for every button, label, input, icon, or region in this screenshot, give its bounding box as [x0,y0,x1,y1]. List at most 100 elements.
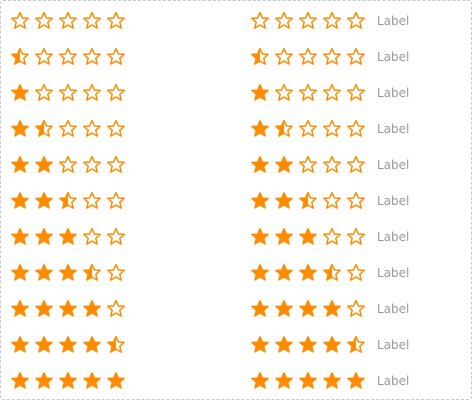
star-rating-row[interactable]: Label [250,47,409,67]
star-rating[interactable] [10,119,126,139]
star-empty-icon [322,83,342,101]
star-rating-row[interactable]: Label [250,191,409,211]
star-rating[interactable] [10,263,126,283]
star-rating[interactable] [250,155,366,175]
star-full-icon [251,371,269,389]
star-rating-row[interactable] [10,11,126,31]
star-empty-icon [82,155,102,173]
star-full-icon [35,227,53,245]
star-empty-icon [322,155,342,173]
star-full-icon [83,299,101,317]
star-rating[interactable] [250,83,366,103]
star-full-icon [299,227,317,245]
star-empty-icon [58,155,78,173]
star-full-icon [323,371,341,389]
star-rating[interactable] [250,11,366,31]
star-rating[interactable] [10,11,126,31]
star-rating-row[interactable]: Label [250,371,409,391]
star-empty-icon [274,83,294,101]
star-rating-row[interactable]: Label [250,227,409,247]
star-rating[interactable] [250,119,366,139]
star-rating-row[interactable] [10,263,126,283]
star-full-icon [251,299,269,317]
star-rating[interactable] [250,47,366,67]
rating-label: Label [377,14,410,28]
star-empty-icon [322,11,342,29]
rating-label: Label [377,50,410,64]
star-empty-icon [298,11,318,29]
star-full-icon [251,119,269,137]
star-empty-icon [58,119,78,137]
star-empty-icon [106,263,126,281]
star-rating[interactable] [250,227,366,247]
star-empty-icon [322,191,342,209]
star-rating[interactable] [10,47,126,67]
star-rating[interactable] [250,299,366,319]
star-full-icon [251,335,269,353]
star-full-icon [35,371,53,389]
star-empty-icon [82,227,102,245]
star-rating[interactable] [250,371,366,391]
star-half-icon [82,263,102,281]
star-full-icon [251,227,269,245]
star-rating-row[interactable] [10,227,126,247]
star-half-icon [34,119,54,137]
star-rating[interactable] [10,299,126,319]
star-rating-row[interactable]: Label [250,11,409,31]
star-empty-icon [298,47,318,65]
star-full-icon [323,335,341,353]
star-rating-row[interactable] [10,155,126,175]
star-full-icon [275,191,293,209]
star-half-icon [58,191,78,209]
star-full-icon [251,83,269,101]
star-full-icon [35,191,53,209]
star-empty-icon [298,155,318,173]
star-rating-row[interactable] [10,83,126,103]
star-full-icon [11,335,29,353]
star-rating-row[interactable]: Label [250,83,409,103]
star-full-icon [35,263,53,281]
star-empty-icon [346,83,366,101]
star-full-icon [59,227,77,245]
star-full-icon [275,227,293,245]
star-rating[interactable] [250,263,366,283]
star-full-icon [83,371,101,389]
star-full-icon [59,299,77,317]
star-rating[interactable] [10,155,126,175]
star-rating-row[interactable] [10,371,126,391]
star-rating-row[interactable]: Label [250,119,409,139]
star-full-icon [11,191,29,209]
star-rating[interactable] [10,227,126,247]
star-rating-row[interactable]: Label [250,299,409,319]
star-full-icon [275,263,293,281]
star-full-icon [299,371,317,389]
star-rating-row[interactable] [10,47,126,67]
star-rating[interactable] [10,371,126,391]
star-empty-icon [82,47,102,65]
rating-label: Label [377,194,410,208]
star-full-icon [299,263,317,281]
star-empty-icon [82,83,102,101]
star-rating[interactable] [250,191,366,211]
star-full-icon [275,371,293,389]
star-rating[interactable] [10,191,126,211]
star-rating-row[interactable]: Label [250,263,409,283]
star-empty-icon [346,191,366,209]
star-rating[interactable] [250,335,366,355]
star-rating[interactable] [10,335,126,355]
star-full-icon [59,371,77,389]
star-empty-icon [106,119,126,137]
star-rating-row[interactable] [10,191,126,211]
star-rating-row[interactable] [10,119,126,139]
star-rating-row[interactable]: Label [250,155,409,175]
star-half-icon [250,47,270,65]
star-empty-icon [82,119,102,137]
star-rating[interactable] [10,83,126,103]
star-full-icon [11,371,29,389]
star-half-icon [322,263,342,281]
star-empty-icon [34,11,54,29]
star-rating-row[interactable] [10,299,126,319]
star-rating-row[interactable] [10,335,126,355]
star-empty-icon [106,155,126,173]
star-rating-row[interactable]: Label [250,335,409,355]
